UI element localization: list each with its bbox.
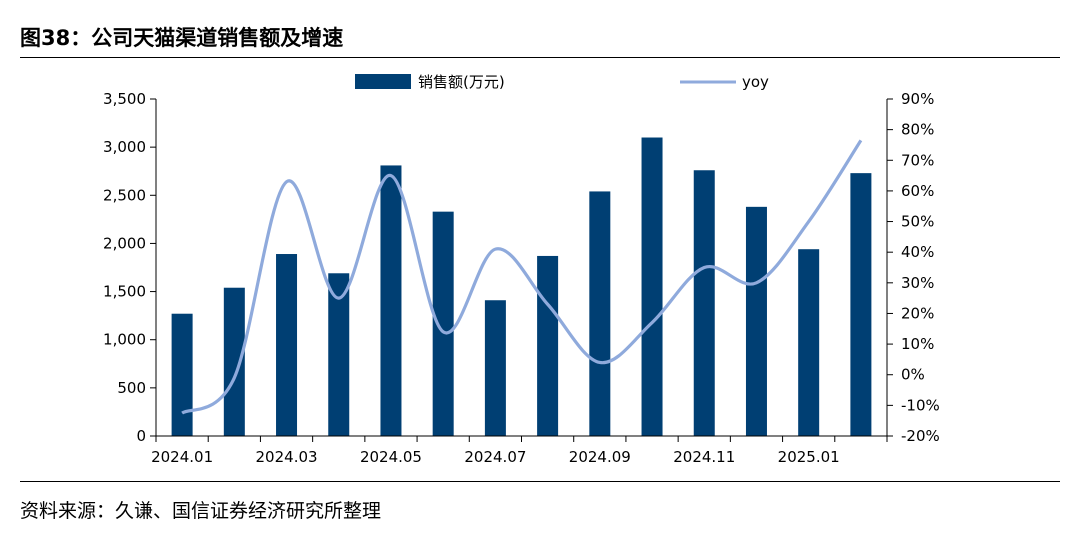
x-tick-label: 2024.05 (360, 448, 422, 466)
footer-rule (20, 481, 1060, 482)
figure-title: 图38：公司天猫渠道销售额及增速 (20, 26, 344, 50)
right-tick-label: 90% (901, 90, 934, 108)
x-tick-label: 2024.03 (256, 448, 318, 466)
title-rule (20, 57, 1060, 58)
left-tick-label: 1,000 (103, 331, 146, 349)
x-tick-label: 2024.07 (464, 448, 526, 466)
bar-2024.04 (328, 273, 350, 436)
right-tick-label: 30% (901, 274, 934, 292)
yoy-line (181, 139, 863, 415)
right-tick-label: -10% (901, 396, 940, 414)
left-tick-label: 3,500 (103, 90, 146, 108)
left-tick-label: 0 (136, 427, 146, 445)
right-tick-label: 40% (901, 243, 934, 261)
right-tick-label: 0% (901, 366, 925, 384)
bars-group (171, 137, 872, 437)
bar-2024.03 (276, 254, 298, 436)
left-tick-label: 2,000 (103, 234, 146, 252)
x-tick-label: 2024.01 (151, 448, 213, 466)
legend-line-label: yoy (742, 73, 769, 91)
bar-2024.05 (380, 165, 402, 437)
axes-group: 0 500 1,000 1,500 2,000 2,500 3,000 3,500 -20% -1… (103, 90, 940, 466)
bar-2024.07 (484, 300, 506, 436)
right-tick-label: 50% (901, 213, 934, 231)
bar-2024.08 (537, 255, 559, 436)
bar-2025.02 (850, 173, 872, 436)
bar-2024.09 (589, 191, 611, 436)
right-tick-label: 60% (901, 182, 934, 200)
bar-2025.01 (798, 249, 820, 436)
legend-bar-label: 销售额(万元) (418, 73, 505, 91)
x-tick-label: 2024.11 (673, 448, 735, 466)
right-tick-label: 20% (901, 304, 934, 322)
left-tick-label: 500 (117, 379, 146, 397)
right-tick-label: 70% (901, 151, 934, 169)
source-note: 资料来源：久谦、国信证券经济研究所整理 (20, 500, 382, 522)
right-tick-label: 10% (901, 335, 934, 353)
bar-2024.01 (171, 313, 193, 436)
right-tick-label: 80% (901, 121, 934, 139)
chart-area: 0 500 1,000 1,500 2,000 2,500 3,000 3,500 -20% -1… (103, 73, 940, 466)
bar-2024.02 (223, 287, 245, 436)
x-tick-label: 2024.09 (569, 448, 631, 466)
left-tick-label: 3,000 (103, 138, 146, 156)
right-tick-label: -20% (901, 427, 940, 445)
left-tick-label: 1,500 (103, 283, 146, 301)
bar-2024.10 (641, 137, 663, 436)
bar-2024.12 (745, 206, 767, 436)
bar-2024.11 (693, 170, 715, 436)
left-tick-label: 2,500 (103, 186, 146, 204)
legend-bar-swatch (355, 74, 411, 89)
legend: 销售额(万元) yoy (355, 73, 769, 91)
line-layer (181, 139, 863, 415)
bar-2024.06 (432, 211, 454, 436)
x-tick-label: 2025.01 (778, 448, 840, 466)
